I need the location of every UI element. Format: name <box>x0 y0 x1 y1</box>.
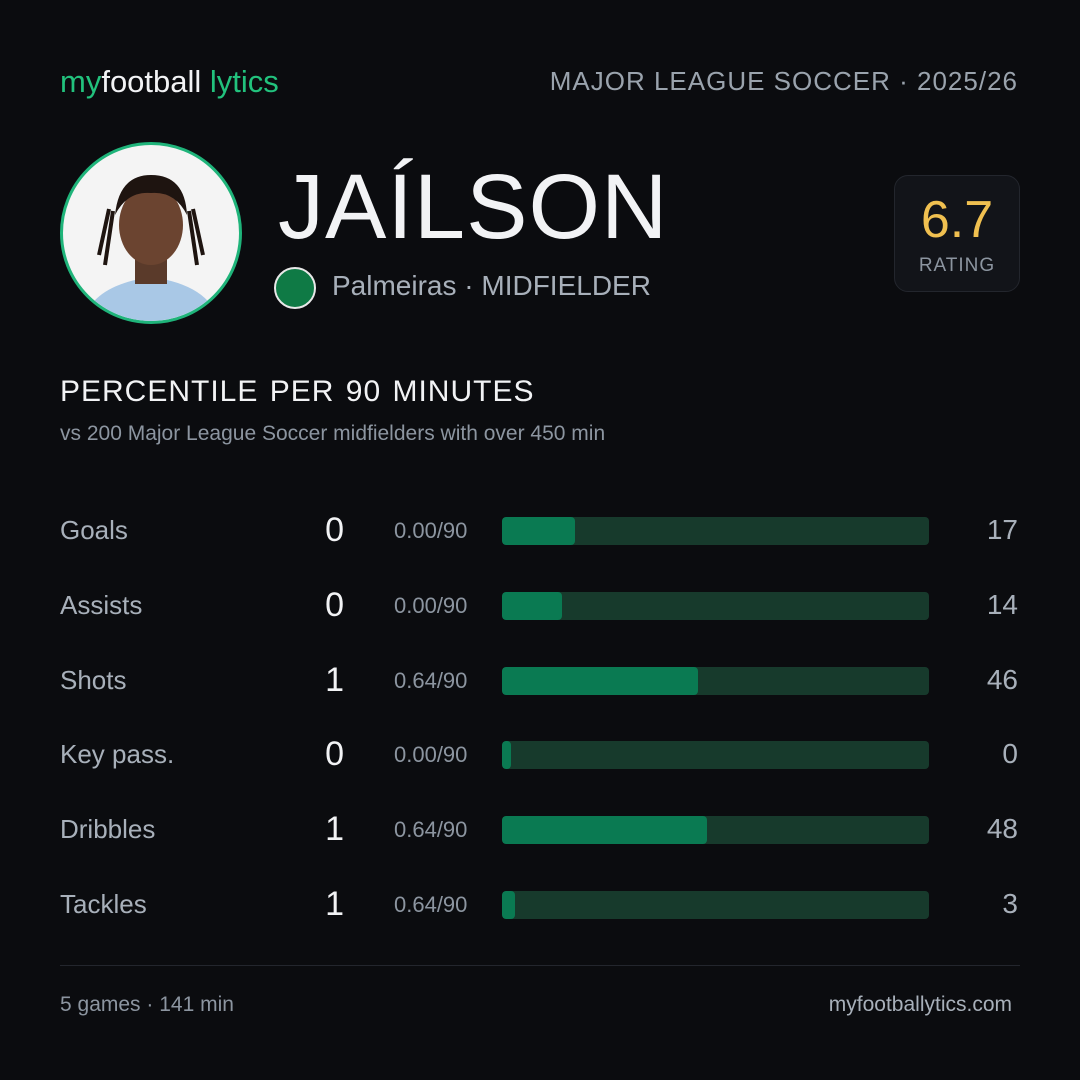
stat-per90: 0.00/90 <box>394 592 468 618</box>
stat-label: Shots <box>60 664 127 695</box>
stat-total: 1 <box>325 660 344 699</box>
stat-total: 1 <box>325 810 344 849</box>
stat-per90: 0.64/90 <box>394 892 468 917</box>
bar-track <box>502 517 929 545</box>
stat-label: Key pass. <box>60 739 175 770</box>
player-name: JAÍLSON <box>278 156 669 258</box>
stat-total: 0 <box>325 585 344 624</box>
stat-per90: 0.00/90 <box>394 518 468 543</box>
stat-label: Goals <box>60 515 128 545</box>
brand-part: football <box>101 64 202 99</box>
stat-percentile: 3 <box>1002 888 1018 919</box>
bar-track <box>502 666 929 695</box>
stat-percentile: 17 <box>986 514 1018 545</box>
stat-total: 1 <box>325 885 344 923</box>
stat-percentile: 14 <box>986 588 1018 620</box>
divider <box>60 965 1020 966</box>
site: myfootballytics.com <box>828 993 1012 1016</box>
league: MAJOR LEAGUE SOCCER · 2025/26 <box>549 66 1018 96</box>
brand-part: my <box>60 64 102 99</box>
bar-track <box>502 741 929 770</box>
brand-part: lytics <box>209 64 279 99</box>
stat-percentile: 48 <box>986 813 1018 845</box>
bar-track <box>502 816 929 845</box>
player-photo <box>60 142 242 324</box>
bar <box>502 891 515 919</box>
stat-total: 0 <box>325 511 344 549</box>
stat-total: 0 <box>325 735 344 774</box>
bar-track <box>502 891 929 919</box>
brand: myfootball lytics <box>60 64 279 100</box>
stat-per90: 0.64/90 <box>394 817 468 843</box>
stat-label: Tackles <box>60 889 147 919</box>
summary: 5 games · 141 min <box>60 993 234 1016</box>
stat-percentile: 0 <box>1002 738 1018 770</box>
bar <box>502 741 511 770</box>
bar <box>502 666 699 695</box>
bar <box>502 816 707 845</box>
stat-per90: 0.00/90 <box>394 742 468 768</box>
subtitle-part: with over 450 min <box>440 422 606 445</box>
rating-box: 6.7 RATING <box>894 175 1020 292</box>
stat-percentile: 46 <box>986 663 1018 695</box>
subtitle-part: vs 200 Major League Soccer midfielders <box>60 422 435 445</box>
title-part: PERCENTILE <box>60 375 259 408</box>
title-part: PER 90 MINUTES <box>269 375 535 408</box>
stat-label: Assists <box>60 589 143 620</box>
bar <box>502 517 575 545</box>
rating: 6.7 <box>920 191 994 249</box>
photo-art <box>83 175 219 321</box>
team-position: Palmeiras · MIDFIELDER <box>332 270 651 301</box>
stat-per90: 0.64/90 <box>394 667 468 693</box>
section-subtitle: vs 200 Major League Soccer midfielders w… <box>60 422 605 446</box>
rating-label: RATING <box>918 255 996 276</box>
section-title: PERCENTILE PER 90 MINUTES <box>60 375 534 409</box>
stat-label: Dribbles <box>60 814 156 845</box>
bar-track <box>502 591 929 620</box>
team-badge <box>274 267 316 309</box>
bar <box>502 591 562 620</box>
